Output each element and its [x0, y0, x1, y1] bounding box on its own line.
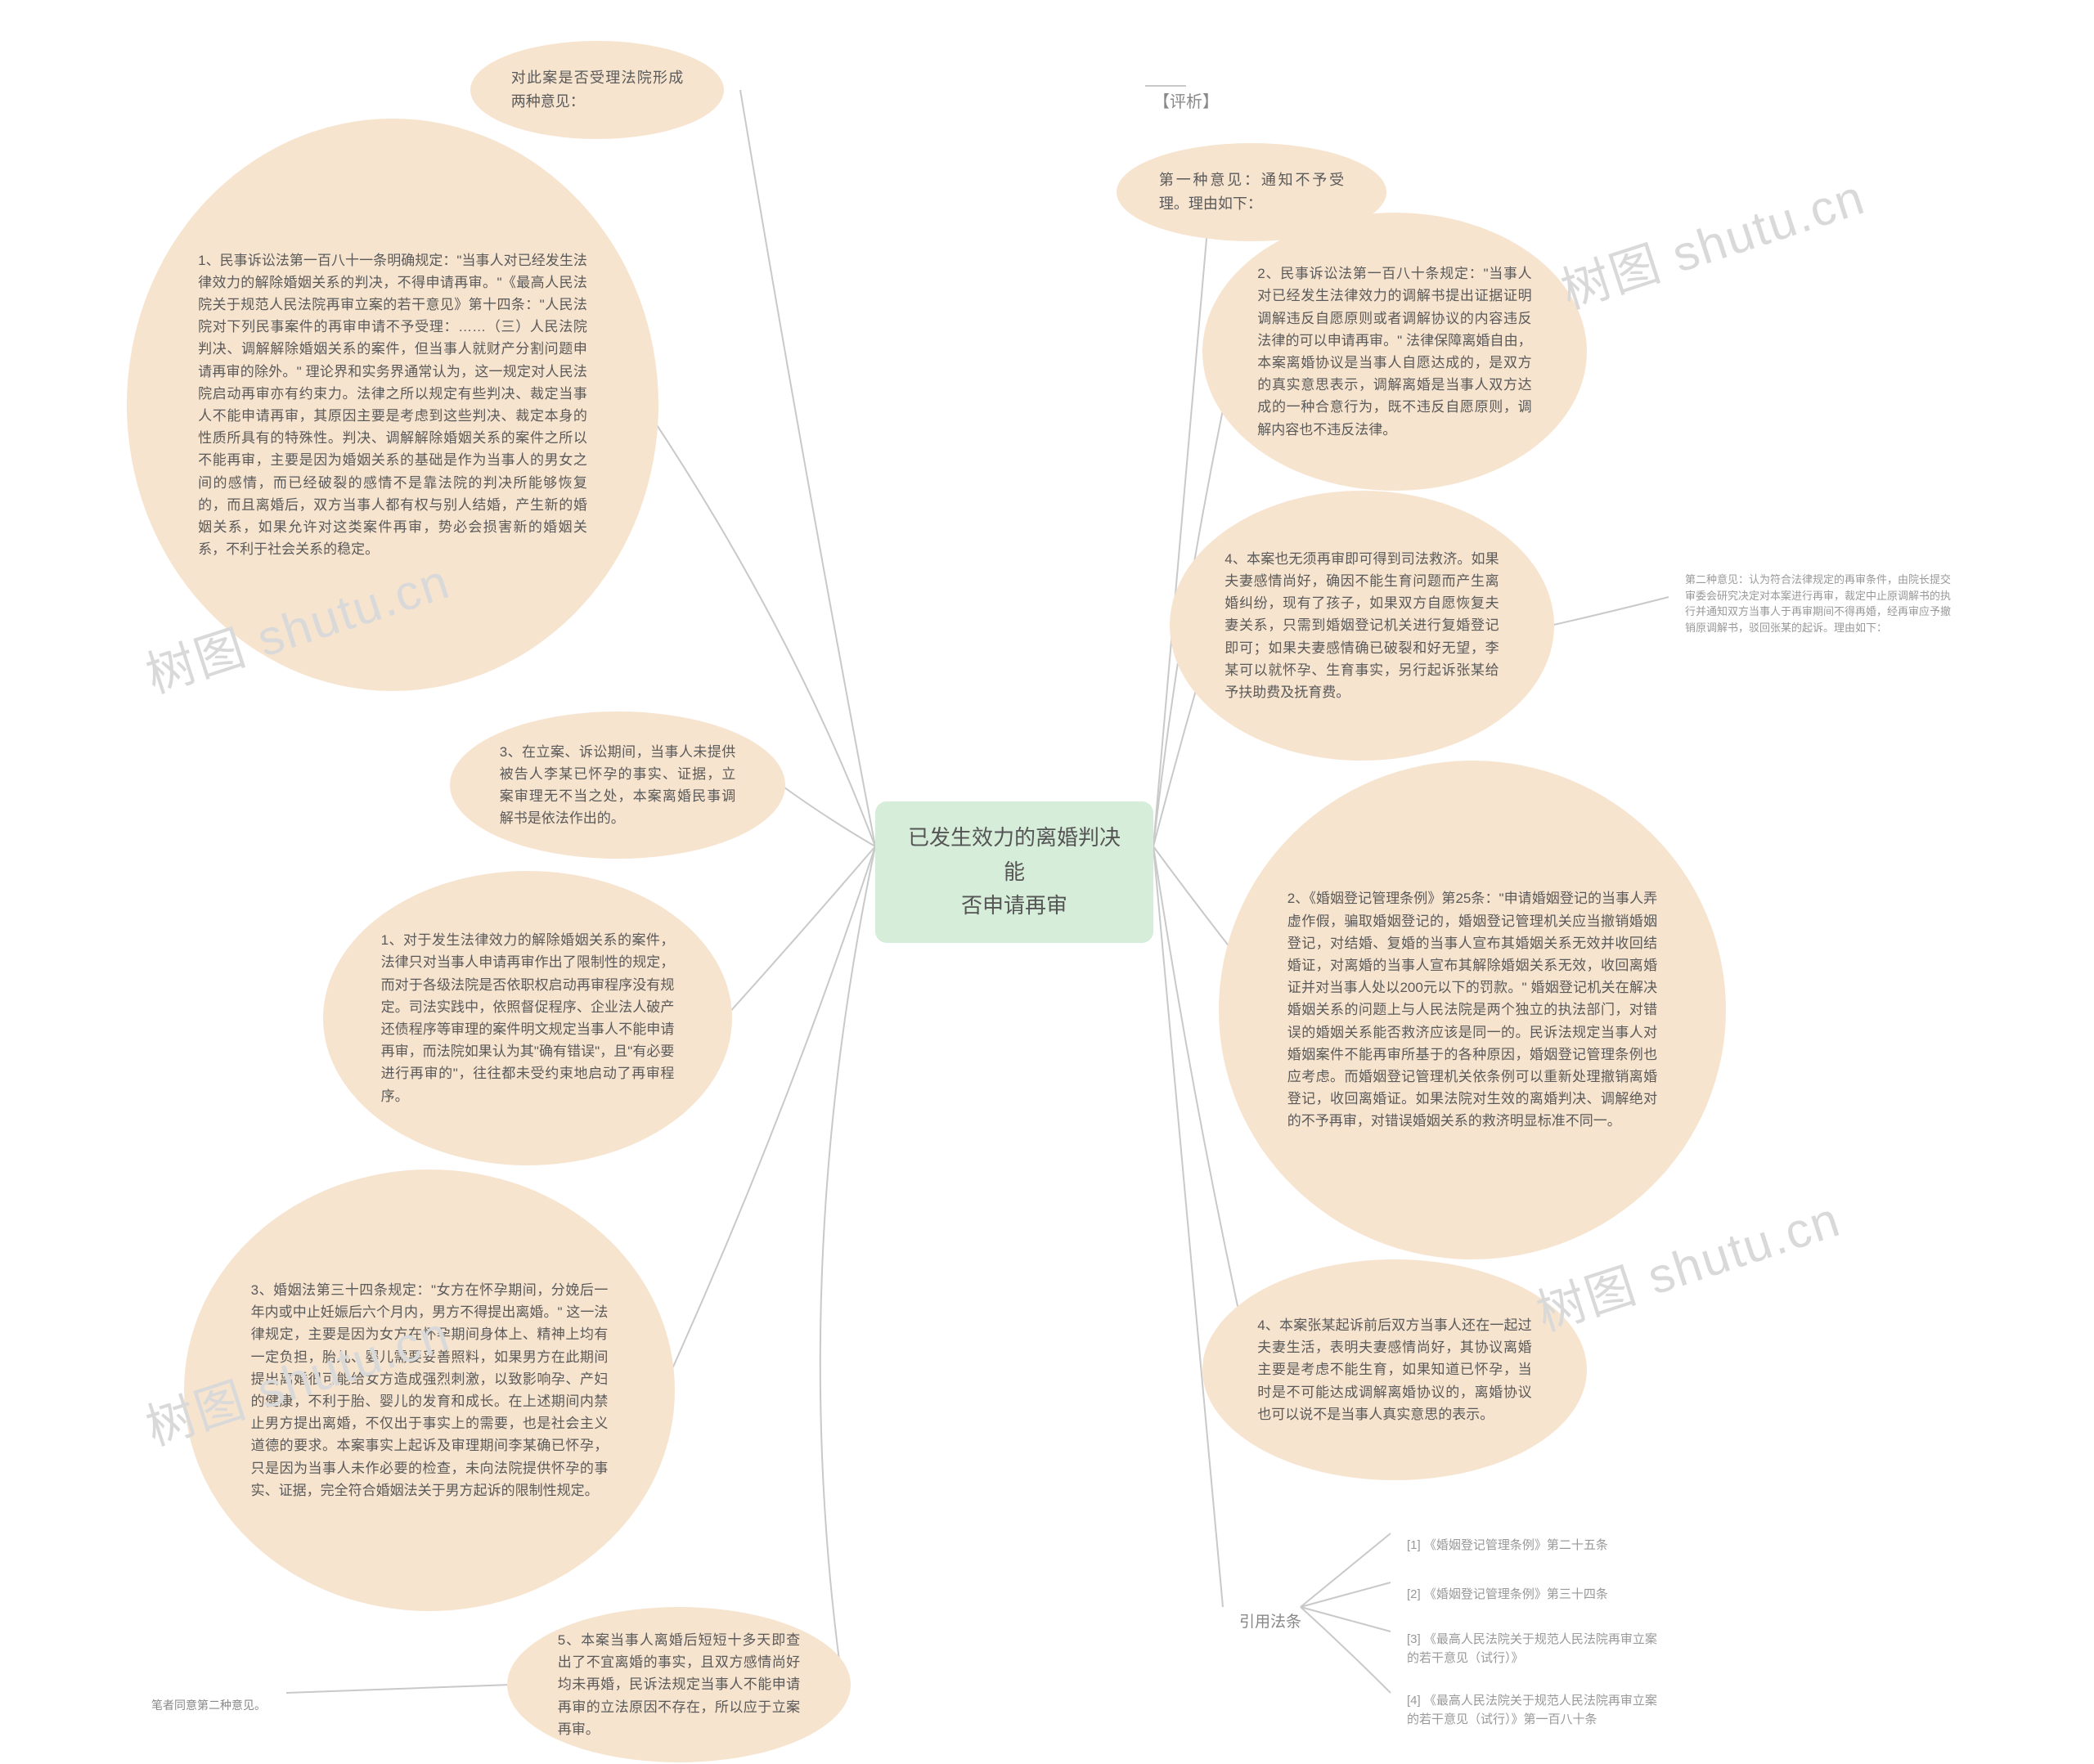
bubble-right-2[interactable]: 2、民事诉讼法第一百八十条规定："当事人对已经发生法律效力的调解书提出证据证明调… [1202, 213, 1587, 491]
bubble-text: 5、本案当事人离婚后短短十多天即查出了不宜离婚的事实，且双方感情尚好均未再婚，民… [558, 1629, 800, 1740]
bubble-left-3[interactable]: 3、在立案、诉讼期间，当事人未提供被告人李某已怀孕的事实、证据，立案审理无不当之… [450, 711, 785, 859]
bubble-left-1[interactable]: 1、民事诉讼法第一百八十一条明确规定："当事人对已经发生法律效力的解除婚姻关系的… [127, 119, 658, 691]
small-law4: [4] 《最高人民法院关于规范人民法院再审立案的若干意见（试行）》第一百八十条 [1391, 1681, 1685, 1740]
bubble-top-left-small[interactable]: 对此案是否受理法院形成两种意见： [470, 41, 724, 139]
small-law1: [1] 《婚姻登记管理条例》第二十五条 [1391, 1525, 1685, 1567]
label-pingxi[interactable]: 【评析】 [1137, 78, 1235, 127]
bubble-left-bottom-3[interactable]: 3、婚姻法第三十四条规定："女方在怀孕期间，分娩后一年内或中止妊娠后六个月内，男… [184, 1169, 675, 1611]
bubble-text: 1、民事诉讼法第一百八十一条明确规定："当事人对已经发生法律效力的解除婚姻关系的… [198, 249, 587, 561]
watermark: 树图 shutu.cn [1551, 158, 1873, 323]
bubble-text: 1、对于发生法律效力的解除婚姻关系的案件，法律只对当事人申请再审作出了限制性的规… [381, 929, 675, 1107]
bubble-text: 4、本案也无须再审即可得到司法救济。如果夫妻感情尚好，确因不能生育问题而产生离婚… [1224, 548, 1499, 703]
small-opinion2: 第二种意见：认为符合法律规定的再审条件，由院长提交审委会研究决定对本案进行再审，… [1669, 560, 1971, 647]
label-agree[interactable]: 笔者同意第二种意见。 [135, 1685, 299, 1726]
bubble-text: 3、在立案、诉讼期间，当事人未提供被告人李某已怀孕的事实、证据，立案审理无不当之… [500, 741, 736, 830]
bubble-right-4[interactable]: 4、本案也无须再审即可得到司法救济。如果夫妻感情尚好，确因不能生育问题而产生离婚… [1170, 491, 1554, 761]
small-law3: [3] 《最高人民法院关于规范人民法院再审立案的若干意见（试行）》 [1391, 1619, 1685, 1679]
bubble-left-mid-1[interactable]: 1、对于发生法律效力的解除婚姻关系的案件，法律只对当事人申请再审作出了限制性的规… [323, 871, 732, 1165]
bubble-right-4b[interactable]: 4、本案张某起诉前后双方当事人还在一起过夫妻生活，表明夫妻感情尚好，其协议离婚主… [1202, 1259, 1587, 1480]
label-yinyong[interactable]: 引用法条 [1223, 1599, 1321, 1646]
bubble-text: 3、婚姻法第三十四条规定："女方在怀孕期间，分娩后一年内或中止妊娠后六个月内，男… [251, 1279, 609, 1501]
bubble-right-big-2[interactable]: 2、《婚姻登记管理条例》第25条："申请婚姻登记的当事人弄虚作假，骗取婚姻登记的… [1219, 761, 1726, 1259]
small-law2: [2] 《婚姻登记管理条例》第三十四条 [1391, 1574, 1685, 1616]
bubble-text: 2、《婚姻登记管理条例》第25条："申请婚姻登记的当事人弄虚作假，骗取婚姻登记的… [1287, 887, 1657, 1132]
bubble-left-bottom-5[interactable]: 5、本案当事人离婚后短短十多天即查出了不宜离婚的事实，且双方感情尚好均未再婚，民… [507, 1607, 851, 1762]
bubble-text: 第一种意见：通知不予受理。理由如下： [1159, 168, 1344, 216]
bubble-text: 对此案是否受理法院形成两种意见： [511, 66, 684, 114]
center-topic[interactable]: 已发生效力的离婚判决能 否申请再审 [875, 801, 1153, 943]
bubble-text: 4、本案张某起诉前后双方当事人还在一起过夫妻生活，表明夫妻感情尚好，其协议离婚主… [1257, 1314, 1531, 1425]
bubble-text: 2、民事诉讼法第一百八十条规定："当事人对已经发生法律效力的调解书提出证据证明调… [1257, 263, 1531, 441]
